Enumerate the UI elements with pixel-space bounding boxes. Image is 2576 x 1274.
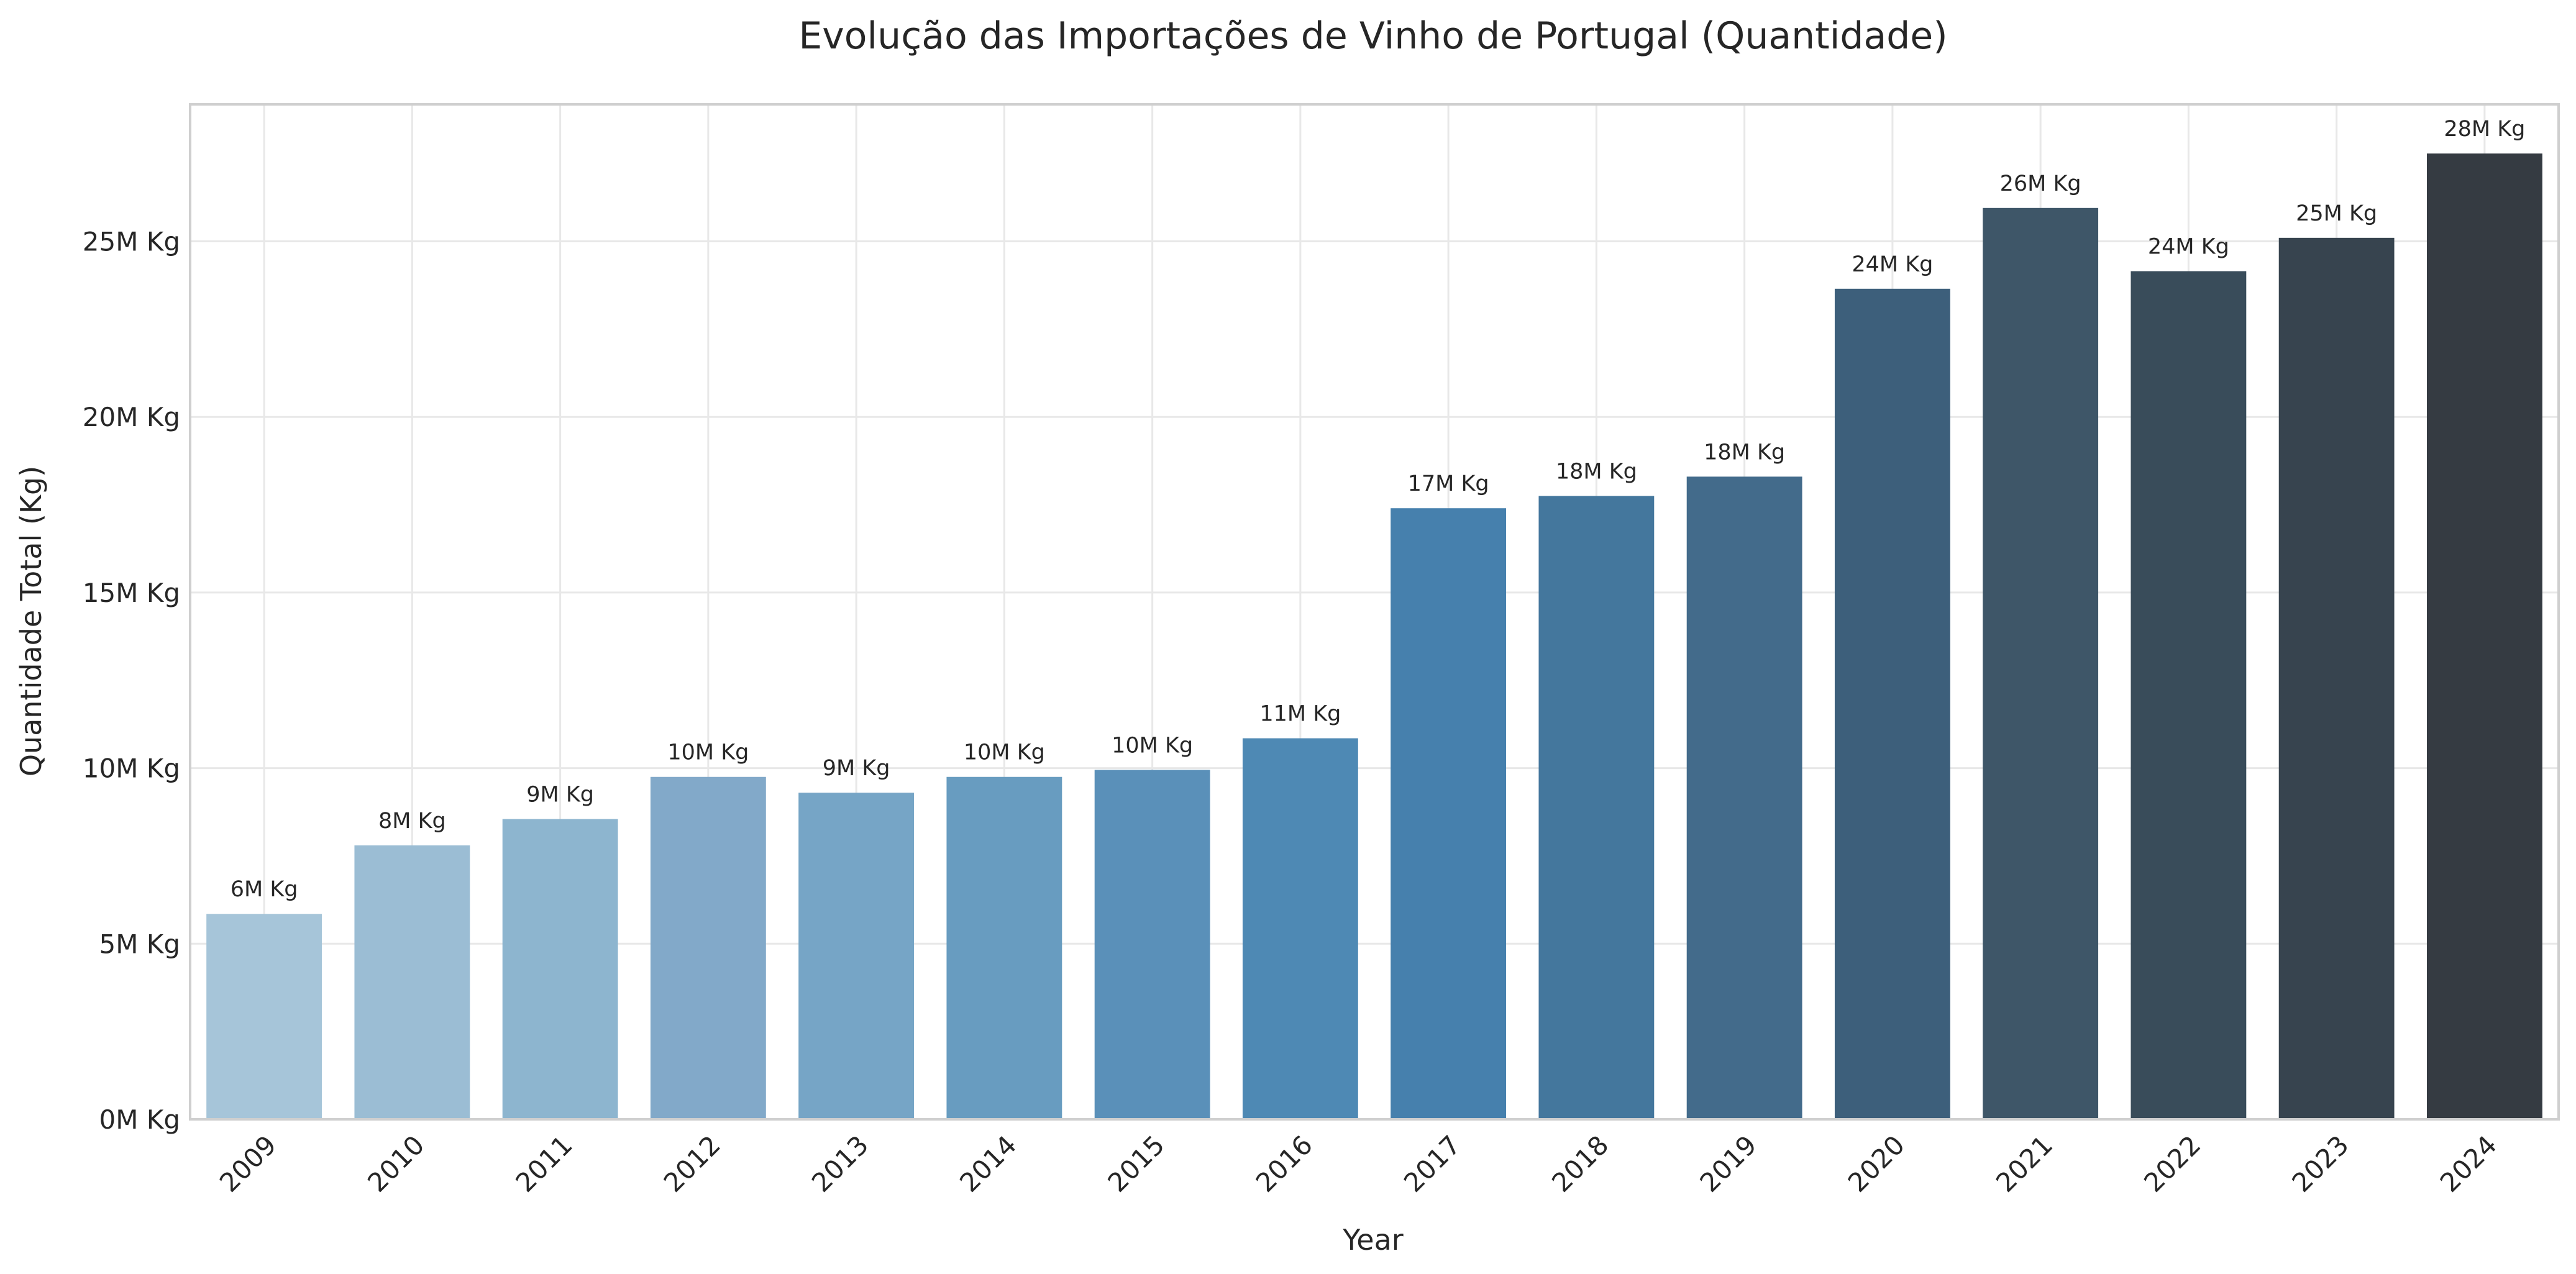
- bar-2018: [1538, 496, 1655, 1119]
- y-axis-label: Quantidade Total (Kg): [14, 466, 48, 776]
- data-label: 10M Kg: [964, 740, 1045, 765]
- data-label: 11M Kg: [1259, 702, 1341, 727]
- bar-2021: [1983, 207, 2099, 1120]
- data-label: 10M Kg: [1112, 733, 1193, 758]
- x-tick-label: 2018: [1546, 1129, 1614, 1198]
- bar-2022: [2131, 271, 2247, 1120]
- data-label: 10M Kg: [667, 740, 749, 765]
- y-tick-label: 20M Kg: [83, 402, 180, 432]
- data-labels: 6M Kg 8M Kg 9M Kg 10M Kg 9M Kg 10M Kg 10M Kg 11…: [231, 117, 2526, 902]
- bars: [206, 153, 2542, 1120]
- x-axis-label: Year: [1342, 1223, 1403, 1257]
- x-tick-label: 2023: [2286, 1129, 2354, 1198]
- bar-2014: [946, 776, 1062, 1119]
- data-label: 26M Kg: [2000, 171, 2081, 196]
- bar-2023: [2278, 237, 2395, 1119]
- x-tick-label: 2021: [1990, 1129, 2058, 1198]
- y-tick-label: 5M Kg: [99, 929, 180, 959]
- x-tick-label: 2011: [509, 1129, 578, 1198]
- data-label: 18M Kg: [1704, 440, 1785, 465]
- data-label: 8M Kg: [378, 809, 446, 834]
- x-tick-label: 2010: [362, 1129, 430, 1198]
- x-tick-label: 2019: [1694, 1129, 1762, 1198]
- y-tick-label: 25M Kg: [83, 227, 180, 257]
- x-tick-label: 2020: [1842, 1129, 1911, 1198]
- x-tick-label: 2015: [1102, 1129, 1170, 1198]
- bar-2010: [354, 845, 470, 1119]
- x-tick-label: 2012: [658, 1129, 726, 1198]
- bar-2024: [2426, 153, 2542, 1119]
- x-tick-label: 2022: [2138, 1129, 2206, 1198]
- chart-title: Evolução das Importações de Vinho de Por…: [798, 14, 1947, 58]
- x-tick-label: 2009: [214, 1129, 282, 1198]
- bar-2016: [1242, 738, 1358, 1119]
- data-label: 24M Kg: [1852, 252, 1933, 277]
- y-tick-label: 0M Kg: [99, 1104, 180, 1135]
- data-label: 17M Kg: [1408, 471, 1489, 496]
- data-label: 25M Kg: [2296, 201, 2377, 226]
- y-tick-label: 15M Kg: [83, 578, 180, 608]
- bar-2012: [650, 776, 766, 1119]
- bar-2019: [1686, 476, 1802, 1119]
- data-label: 9M Kg: [823, 756, 890, 781]
- data-label: 9M Kg: [526, 783, 594, 808]
- x-tick-label: 2017: [1398, 1129, 1466, 1198]
- data-label: 24M Kg: [2148, 235, 2229, 260]
- data-label: 28M Kg: [2444, 117, 2525, 142]
- x-tick-label: 2024: [2434, 1129, 2503, 1198]
- data-label: 18M Kg: [1556, 459, 1637, 484]
- bar-2011: [502, 819, 618, 1119]
- data-label: 6M Kg: [231, 877, 298, 902]
- x-tick-label: 2014: [954, 1129, 1022, 1198]
- y-tick-label: 10M Kg: [83, 753, 180, 784]
- bar-2017: [1391, 508, 1507, 1119]
- bar-2015: [1094, 770, 1210, 1119]
- bar-2013: [798, 793, 915, 1119]
- bar-2009: [206, 914, 322, 1119]
- bar-2020: [1834, 288, 1950, 1119]
- plot-frame: [189, 103, 2560, 1121]
- x-tick-label: 2013: [806, 1129, 874, 1198]
- x-tick-label: 2016: [1250, 1129, 1318, 1198]
